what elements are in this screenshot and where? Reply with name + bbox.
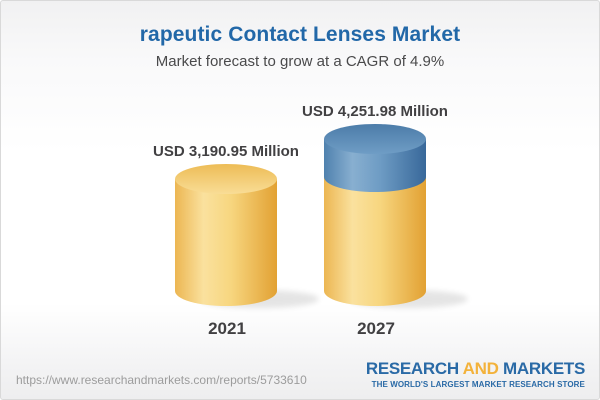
category-label-2021: 2021	[208, 319, 246, 338]
chart-subtitle: Market forecast to grow at a CAGR of 4.9…	[155, 53, 445, 70]
category-label-2027: 2027	[357, 319, 395, 338]
logo-word-research: RESEARCH	[365, 359, 459, 378]
chart-title: rapeutic Contact Lenses Market	[139, 23, 461, 46]
bar-2027-top	[324, 124, 426, 154]
bar-2021-top	[175, 164, 277, 194]
bar-2021-body	[175, 179, 277, 306]
bar-2027-base-body	[324, 177, 426, 306]
logo-tagline: THE WORLD'S LARGEST MARKET RESEARCH STOR…	[371, 380, 585, 389]
logo-word-and: AND	[462, 359, 499, 378]
logo-wordmark: RESEARCH AND MARKETS	[366, 359, 585, 378]
bar-2027-growth-body	[324, 139, 426, 192]
report-url-link[interactable]: https://www.researchandmarkets.com/repor…	[16, 373, 307, 387]
logo-word-markets: MARKETS	[503, 359, 585, 378]
research-and-markets-logo: RESEARCH AND MARKETS THE WORLD'S LARGEST…	[366, 359, 585, 389]
value-label-2027: USD 4,251.98 Million	[302, 103, 448, 120]
value-label-2021: USD 3,190.95 Million	[153, 143, 299, 160]
